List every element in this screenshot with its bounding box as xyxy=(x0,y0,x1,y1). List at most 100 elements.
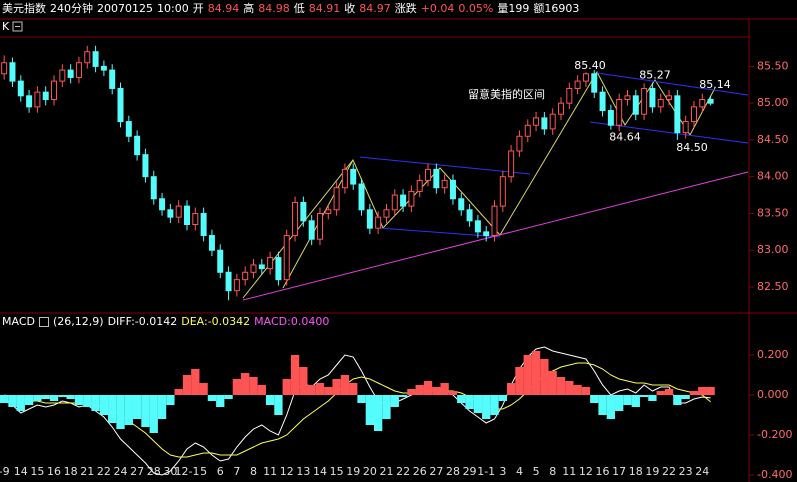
macd-bar xyxy=(199,383,208,395)
header-item: +0.04 xyxy=(420,2,455,15)
macd-bar xyxy=(16,395,25,411)
x-tick-label: 15 xyxy=(30,465,44,478)
macd-readout: DIFF:-0.0142 xyxy=(107,315,178,328)
candle-body xyxy=(707,99,714,104)
header-item: 84.94 xyxy=(207,2,240,15)
macd-bar xyxy=(290,355,300,395)
candle-body xyxy=(100,65,107,71)
candle-body xyxy=(67,69,74,78)
macd-bar xyxy=(490,395,499,415)
macd-bar xyxy=(332,379,341,395)
candle-body xyxy=(167,209,174,218)
macd-bar xyxy=(41,395,50,399)
macd-bar xyxy=(515,367,524,395)
y-tick-label: 84.00 xyxy=(757,170,789,183)
header-item: 额16903 xyxy=(533,2,580,15)
candle-body xyxy=(607,110,614,126)
macd-bar xyxy=(249,377,258,395)
candle-body xyxy=(400,194,407,207)
candle-body xyxy=(159,198,166,211)
candle-body xyxy=(51,80,58,100)
candle-body xyxy=(117,87,124,123)
macd-readout: MACD:0.0400 xyxy=(254,315,330,328)
header-item: 收 xyxy=(344,2,356,15)
header-item: 开 xyxy=(192,2,204,15)
macd-bar xyxy=(232,379,242,395)
candle-body xyxy=(599,91,606,112)
x-tick-label: 20 xyxy=(363,465,377,478)
x-tick-label: 23 xyxy=(679,465,693,478)
macd-params: (26,12,9) xyxy=(52,315,104,328)
macd-bar xyxy=(556,377,566,395)
macd-bar xyxy=(482,395,491,419)
macd-bar xyxy=(74,395,84,405)
macd-bar xyxy=(548,371,557,395)
y-tick-label: 82.50 xyxy=(757,280,789,293)
panel-icon[interactable] xyxy=(38,317,49,327)
candle-body xyxy=(491,205,498,237)
macd-header: MACD (26,12,9) DIFF:-0.0142 DEA:-0.0342 MA… xyxy=(2,314,329,330)
macd-bar xyxy=(631,395,640,407)
candle-body xyxy=(425,168,432,181)
panel-icon[interactable] xyxy=(12,21,23,32)
candle-body xyxy=(350,168,357,185)
candle-body xyxy=(75,62,82,78)
candle-body xyxy=(292,201,299,237)
x-tick-label: 3 xyxy=(499,465,506,478)
candle-body xyxy=(26,95,33,108)
macd-bar xyxy=(24,395,34,405)
candle-body xyxy=(267,257,274,270)
macd-bar xyxy=(83,395,92,407)
x-tick-label: -9 xyxy=(0,465,10,478)
candle-body xyxy=(558,102,564,115)
macd-bar xyxy=(58,395,67,397)
macd-bar xyxy=(706,387,715,395)
candle-body xyxy=(9,62,16,82)
annotation: 85.14 xyxy=(699,78,731,91)
macd-bar xyxy=(91,395,100,411)
candle-body xyxy=(449,179,456,200)
header-item: 涨跌 xyxy=(394,2,417,15)
x-tick-label: 19 xyxy=(346,465,360,478)
candle-body xyxy=(250,264,257,273)
candle-body xyxy=(184,205,190,225)
x-tick-label: 4 xyxy=(516,465,523,478)
candle-body xyxy=(699,99,706,108)
candle-body xyxy=(192,212,199,225)
candle-body xyxy=(84,51,91,64)
macd-bar xyxy=(432,387,441,395)
macd-bar xyxy=(390,395,399,407)
macd-bar xyxy=(99,395,109,415)
header-item: 低 xyxy=(293,2,305,15)
panel-label: K xyxy=(2,20,10,33)
x-tick-label: 26 xyxy=(413,465,427,478)
macd-bar xyxy=(108,395,117,423)
macd-bar xyxy=(689,391,699,395)
candle-body xyxy=(366,209,373,229)
y-tick-label: 0.000 xyxy=(757,388,789,401)
y-tick-label: -0.400 xyxy=(757,468,792,481)
x-tick-label: 5 xyxy=(200,465,207,478)
macd-bar xyxy=(573,385,582,395)
candle-body xyxy=(674,95,681,134)
drawn-channel xyxy=(379,227,501,238)
candle-body xyxy=(233,279,240,292)
x-tick-label: 16 xyxy=(596,465,610,478)
candle-body xyxy=(275,257,282,281)
y-tick-label: 83.00 xyxy=(757,243,789,256)
candle-body xyxy=(358,183,365,211)
macd-bar xyxy=(8,395,17,407)
x-tick-label: 18 xyxy=(64,465,78,478)
candle-body xyxy=(474,220,481,233)
x-tick-label: 12 xyxy=(579,465,593,478)
macd-bar xyxy=(648,395,657,401)
macd-bar xyxy=(282,379,291,395)
x-tick-label: 17 xyxy=(612,465,626,478)
candle-body xyxy=(483,231,490,237)
macd-bar xyxy=(324,387,333,395)
x-tick-label: 11 xyxy=(263,465,277,478)
x-tick-label: 14 xyxy=(14,465,28,478)
candle-body xyxy=(308,220,315,240)
candle-body xyxy=(150,176,157,200)
candle-body xyxy=(666,95,673,101)
